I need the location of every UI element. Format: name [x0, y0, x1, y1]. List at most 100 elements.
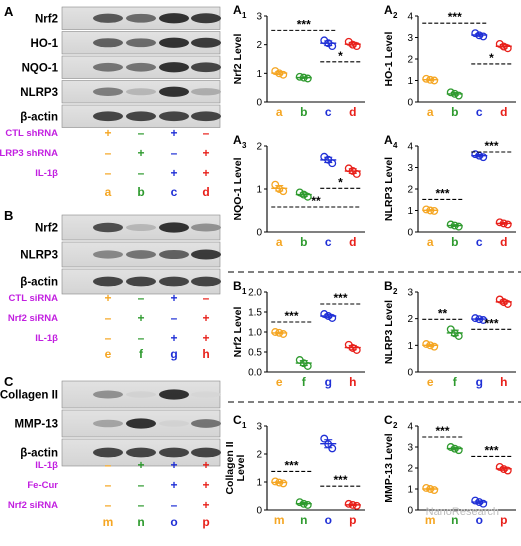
significance-stars: ** [311, 194, 321, 208]
treatment-sign: + [137, 311, 144, 325]
chart-label-C1: C [233, 413, 242, 427]
y-tick-label: 1.5 [248, 308, 262, 319]
data-point [426, 341, 435, 350]
blot-band [93, 419, 123, 428]
data-point [426, 485, 435, 493]
data-point [471, 314, 480, 323]
blot-band [126, 391, 156, 398]
x-tick-label-g: g [325, 375, 332, 389]
data-point [450, 89, 459, 98]
data-point [279, 479, 288, 488]
blot-band [93, 390, 123, 399]
data-point [446, 443, 455, 451]
chart-label-sub-A2: 2 [393, 11, 398, 20]
data-point [471, 29, 480, 38]
blot-band [126, 223, 156, 232]
panel-label-C: C [4, 374, 14, 389]
data-point [503, 300, 512, 308]
chart-B1: B 1 0.0 0.5 1.0 1.5 2.0 Nrf2 Level e f g h *** *** [232, 279, 365, 389]
data-point [495, 40, 504, 48]
significance-stars: *** [484, 316, 498, 330]
data-point [271, 328, 280, 336]
data-point [348, 344, 357, 352]
data-point [499, 298, 508, 307]
group-label-p: p [202, 515, 209, 529]
y-tick-label: 4 [407, 142, 413, 153]
blot-band [126, 250, 156, 259]
chart-label-sub-A1: 1 [242, 11, 247, 20]
blot-label-A-3: NLRP3 [20, 87, 58, 99]
group-label-h: h [202, 347, 209, 361]
panel-label-B: B [4, 208, 13, 223]
data-point [303, 192, 312, 201]
data-point [271, 477, 280, 486]
blot-band [126, 447, 156, 458]
group-label-f: f [139, 347, 144, 361]
x-tick-label-b: b [300, 105, 307, 119]
blot-band [191, 62, 221, 73]
y-tick-label: 0 [256, 228, 262, 239]
treatment-sign: + [137, 146, 144, 160]
x-tick-label-a: a [276, 235, 283, 249]
data-point [475, 498, 484, 506]
blot-band [159, 389, 189, 400]
data-point [446, 220, 455, 229]
treatment-label-C-1: Fe-Cur [27, 480, 58, 491]
chart-label-sub-B2: 2 [393, 287, 398, 296]
y-axis-label: NLRP3 Level [383, 300, 395, 364]
panel-label-A: A [4, 4, 14, 19]
treatment-sign: – [171, 498, 178, 512]
treatment-sign: + [137, 458, 144, 472]
data-point [499, 465, 508, 473]
blot-band [93, 250, 123, 259]
blot-band [159, 447, 189, 458]
treatment-sign: – [203, 126, 210, 140]
data-point [454, 222, 463, 231]
blot-band [159, 37, 189, 48]
y-axis-label: NQO-1 Level [232, 157, 244, 220]
y-tick-label: 3 [407, 443, 413, 454]
data-point [279, 70, 288, 79]
x-tick-label-a: a [427, 105, 434, 119]
significance-stars: *** [435, 424, 449, 438]
treatment-sign: + [170, 478, 177, 492]
treatment-sign: – [171, 146, 178, 160]
significance-stars: *** [484, 139, 498, 153]
chart-label-B2: B [384, 279, 393, 293]
blot-band [93, 276, 123, 287]
y-tick-label: 1.0 [248, 328, 262, 339]
x-tick-label-e: e [427, 375, 434, 389]
data-point [454, 91, 463, 100]
data-point [324, 155, 333, 164]
data-point [320, 310, 329, 318]
treatment-sign: – [203, 291, 210, 305]
treatment-sign: – [105, 146, 112, 160]
data-point [503, 220, 512, 229]
blot-band [159, 276, 189, 287]
blot-band [191, 37, 221, 48]
blot-label-A-2: NQO-1 [22, 62, 59, 74]
data-point [328, 314, 337, 322]
data-point [479, 153, 488, 162]
data-point [503, 44, 512, 53]
data-point [499, 219, 508, 228]
y-tick-label: 4 [407, 12, 413, 23]
y-tick-label: 1 [407, 206, 413, 217]
y-tick-label: 2 [256, 450, 262, 461]
treatment-label-A-0: CTL shRNA [5, 128, 58, 139]
data-point [299, 73, 308, 82]
x-tick-label-b: b [451, 105, 458, 119]
significance-stars: *** [333, 291, 347, 305]
blot-band [93, 222, 123, 233]
chart-label-sub-C1: 1 [242, 421, 247, 430]
chart-label-sub-A3: 3 [242, 141, 247, 150]
blot-band [159, 86, 189, 97]
data-point [279, 187, 288, 196]
x-tick-label-d: d [349, 105, 356, 119]
y-axis-label: MMP-13 Level [383, 433, 395, 503]
treatment-sign: – [138, 498, 145, 512]
